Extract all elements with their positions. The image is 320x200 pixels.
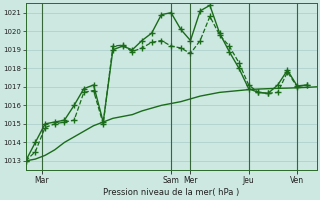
X-axis label: Pression niveau de la mer( hPa ): Pression niveau de la mer( hPa ) bbox=[103, 188, 239, 197]
